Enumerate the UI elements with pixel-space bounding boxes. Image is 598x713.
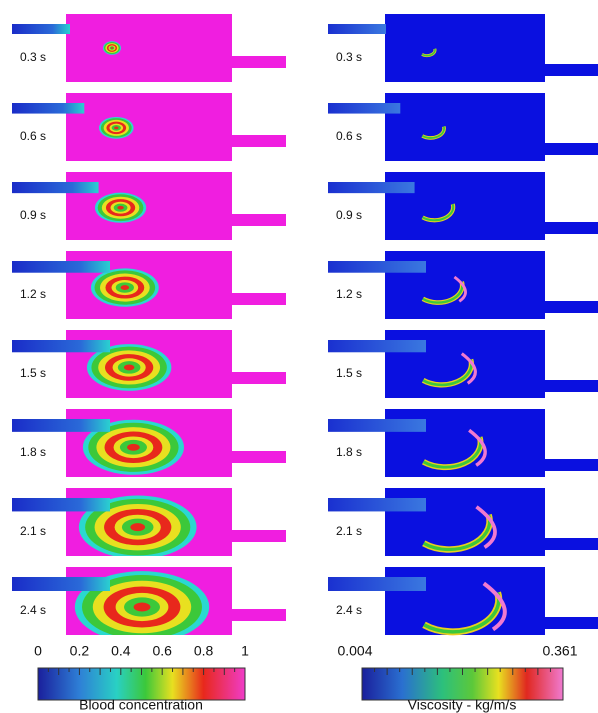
outlet [545, 64, 598, 76]
colorbar-min: 0.004 [337, 643, 372, 659]
time-label: 0.6 s [336, 129, 362, 143]
outlet [545, 301, 598, 313]
page: {"left_column": {"labels": ["0.3 s", "0.… [0, 0, 598, 713]
time-label: 1.5 s [20, 366, 46, 380]
swirl-ring [117, 206, 123, 210]
inlet [12, 340, 110, 352]
inlet [12, 182, 99, 193]
time-label: 0.9 s [20, 208, 46, 222]
time-label: 2.4 s [336, 603, 362, 617]
colorbar-label: Viscosity - kg/m/s [408, 697, 517, 713]
time-label: 2.4 s [20, 603, 46, 617]
time-label: 1.8 s [20, 445, 46, 459]
swirl-ring [114, 126, 118, 129]
swirl-ring [130, 523, 145, 531]
outlet [545, 222, 598, 234]
chamber [385, 93, 545, 161]
inlet [328, 103, 400, 114]
inlet [328, 498, 426, 511]
colorbar-max: 0.361 [542, 643, 577, 659]
outlet [545, 617, 598, 629]
inlet [12, 419, 110, 432]
time-label: 1.8 s [336, 445, 362, 459]
inlet [328, 182, 415, 193]
swirl-ring [121, 285, 129, 290]
inlet [328, 419, 426, 432]
panels: 0.3 s 0.3 s 0.6 s 0.6 s 0.9 s 0.9 s 1.2 s 1.2 s… [12, 14, 598, 643]
outlet [232, 135, 286, 147]
inlet [328, 340, 426, 352]
inlet [328, 261, 426, 273]
right-colorbar: 0.004 0.361 Viscosity - kg/m/s [337, 643, 577, 713]
chamber [66, 93, 232, 161]
outlet [232, 530, 286, 542]
colorbar-tick-label: 1 [241, 643, 249, 659]
inlet [12, 261, 110, 273]
swirl-ring [111, 47, 113, 49]
figure: 0.3 s 0.3 s 0.6 s 0.6 s 0.9 s 0.9 s 1.2 s 1.2 s… [0, 0, 598, 713]
colorbar-tick-label: 0.8 [194, 643, 214, 659]
inlet [12, 577, 110, 591]
time-label: 1.5 s [336, 366, 362, 380]
inlet [12, 498, 110, 511]
outlet [545, 459, 598, 471]
outlet [545, 538, 598, 550]
colorbar-tick-label: 0.2 [70, 643, 90, 659]
chamber [385, 14, 545, 82]
outlet [232, 372, 286, 384]
colorbar-label: Blood concentration [79, 697, 203, 713]
inlet [328, 577, 426, 591]
time-label: 1.2 s [20, 287, 46, 301]
swirl-ring [124, 365, 135, 371]
outlet [232, 214, 286, 226]
time-label: 2.1 s [336, 524, 362, 538]
chamber [66, 14, 232, 82]
swirl [91, 268, 159, 306]
outlet [545, 143, 598, 155]
inlet [12, 24, 70, 34]
colorbar-tick-label: 0.4 [111, 643, 131, 659]
swirl [95, 193, 146, 223]
swirl [103, 41, 121, 54]
inlet [328, 24, 386, 34]
outlet [545, 380, 598, 392]
outlet [232, 56, 286, 68]
colorbar-tick-label: 0.6 [152, 643, 172, 659]
swirl [99, 117, 134, 139]
inlet [12, 103, 84, 114]
time-label: 1.2 s [336, 287, 362, 301]
swirl-ring [127, 444, 140, 451]
time-label: 0.3 s [336, 50, 362, 64]
swirl-ring [134, 603, 151, 612]
outlet [232, 293, 286, 305]
time-label: 0.3 s [20, 50, 46, 64]
outlet [232, 609, 286, 621]
time-label: 0.6 s [20, 129, 46, 143]
time-label: 2.1 s [20, 524, 46, 538]
colorbar-tick-label: 0 [34, 643, 42, 659]
time-label: 0.9 s [336, 208, 362, 222]
outlet [232, 451, 286, 463]
